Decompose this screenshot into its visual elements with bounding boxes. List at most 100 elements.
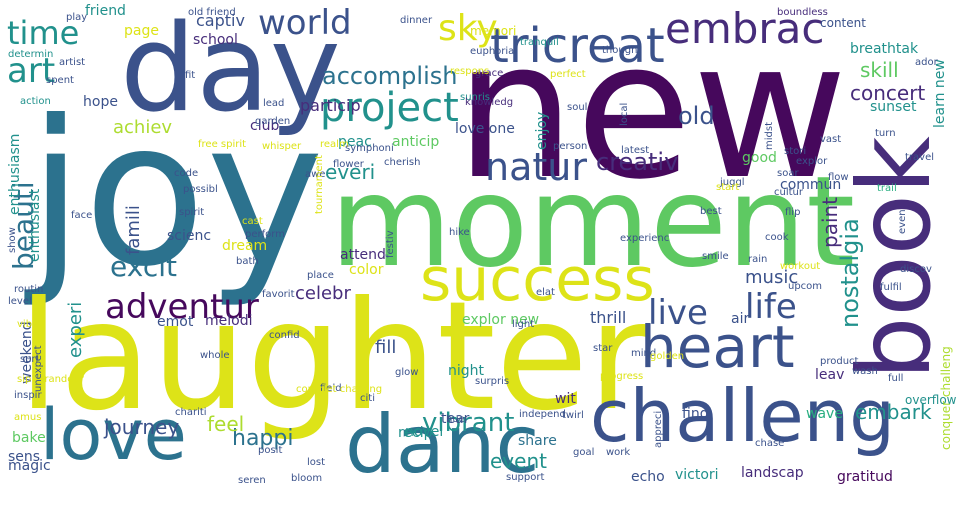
cloud-word: inspir [14,390,42,401]
cloud-word: landscap [741,465,804,481]
cloud-word: captiv [196,11,245,30]
cloud-word: euphoria [470,46,515,57]
cloud-word: gratitud [837,469,893,485]
cloud-word: action [20,96,51,107]
cloud-word: air [731,311,750,327]
cloud-word: find [682,406,709,422]
cloud-word: vibe [17,319,39,330]
cloud-word: embark [855,400,932,424]
cloud-word: friend [85,3,126,19]
cloud-word: stori [784,146,807,157]
cloud-word: tournament [314,155,325,214]
cloud-word: hike [449,227,470,238]
cloud-word: club [250,118,280,134]
cloud-word: vibrant [422,408,515,438]
cloud-word: progress [600,371,644,382]
cloud-word: learn new [932,59,948,128]
cloud-word: glow [395,367,419,378]
cloud-word: lost [307,457,326,468]
cloud-word: midst [764,122,775,150]
cloud-word: wash [852,366,878,377]
cloud-word: respons [450,66,490,77]
cloud-word: mind [631,348,657,359]
cloud-word: fulfil [880,282,902,293]
cloud-word: hue [446,414,465,425]
cloud-word: travel [905,152,935,163]
cloud-word: citi [360,393,375,404]
cloud-word: perfect [550,69,586,80]
cloud-word: festiv [385,230,396,259]
cloud-word: determin [8,49,54,60]
cloud-word: sunris [460,92,490,103]
cloud-word: symphoni [345,143,394,154]
cloud-word: memori [470,24,517,38]
cloud-word: magic [8,458,51,474]
cloud-word: explor new [462,312,540,328]
cloud-word: start [716,182,740,193]
cloud-word: skill [860,58,899,82]
cloud-word: enthusiasm [7,133,23,215]
cloud-word: lead [263,98,285,109]
cloud-word: routin [14,284,44,295]
cloud-word: bake [12,430,46,446]
cloud-word: new [455,0,848,221]
cloud-word: conquer challeng [939,346,953,450]
cloud-word: rain [748,254,768,265]
cloud-word: discov [900,264,932,275]
cloud-word: recip [398,425,433,441]
cloud-word: favorit [262,289,295,300]
cloud-word: knowledg [465,97,514,108]
cloud-word: whole [200,350,230,361]
cloud-word: grandeur [38,374,84,385]
cloud-word: free spirit [198,139,247,150]
cloud-word: thought [602,45,642,56]
cloud-word: novel [405,424,444,440]
cloud-word: awe [305,169,326,180]
cloud-word: art [7,51,56,91]
cloud-word: local [619,102,630,126]
cloud-word: enjoy [534,111,550,150]
cloud-word: person [553,141,588,152]
cloud-word: spirit [179,207,205,218]
cloud-word: dream [222,238,268,254]
cloud-word: experienc [620,233,670,244]
cloud-word: adventur [105,287,259,327]
cloud-word: soul [567,102,588,113]
cloud-word: smile [702,251,729,262]
cloud-word: feel [207,412,245,436]
cloud-word: concert [850,81,926,105]
cloud-word: paint [818,196,842,248]
cloud-word: old [678,102,715,130]
cloud-word: heart [640,313,795,381]
cloud-word: event [490,449,547,473]
cloud-word: upcom [788,281,823,292]
cloud-word: seren [238,475,266,486]
cloud-word: excit [110,250,177,283]
cloud-word: turn [875,128,896,139]
cloud-word: possibl [183,184,218,195]
cloud-word: love [40,394,187,476]
cloud-word: commun [780,177,842,193]
cloud-word: happi [232,426,294,451]
cloud-word: hope [83,94,118,110]
cloud-word: challeng [590,374,895,458]
cloud-word: latest [621,145,650,156]
cloud-word: complet challeng [296,384,383,395]
cloud-word: page [124,23,159,39]
cloud-word: cherish [384,157,421,168]
cloud-word: boundless [777,7,828,18]
cloud-word: wit [555,391,576,407]
cloud-word: face [71,210,93,221]
cloud-word: victori [675,467,719,483]
cloud-word: show [7,227,18,253]
cloud-word: content [820,16,866,30]
cloud-word: best [700,206,722,217]
cloud-word: creativ [596,148,679,176]
cloud-word: work [606,447,631,458]
cloud-word: bath [236,256,259,267]
cloud-word: school [193,32,238,48]
cloud-word: attend [340,247,386,263]
cloud-word: bloom [291,473,323,484]
cloud-word: flip [785,207,801,218]
